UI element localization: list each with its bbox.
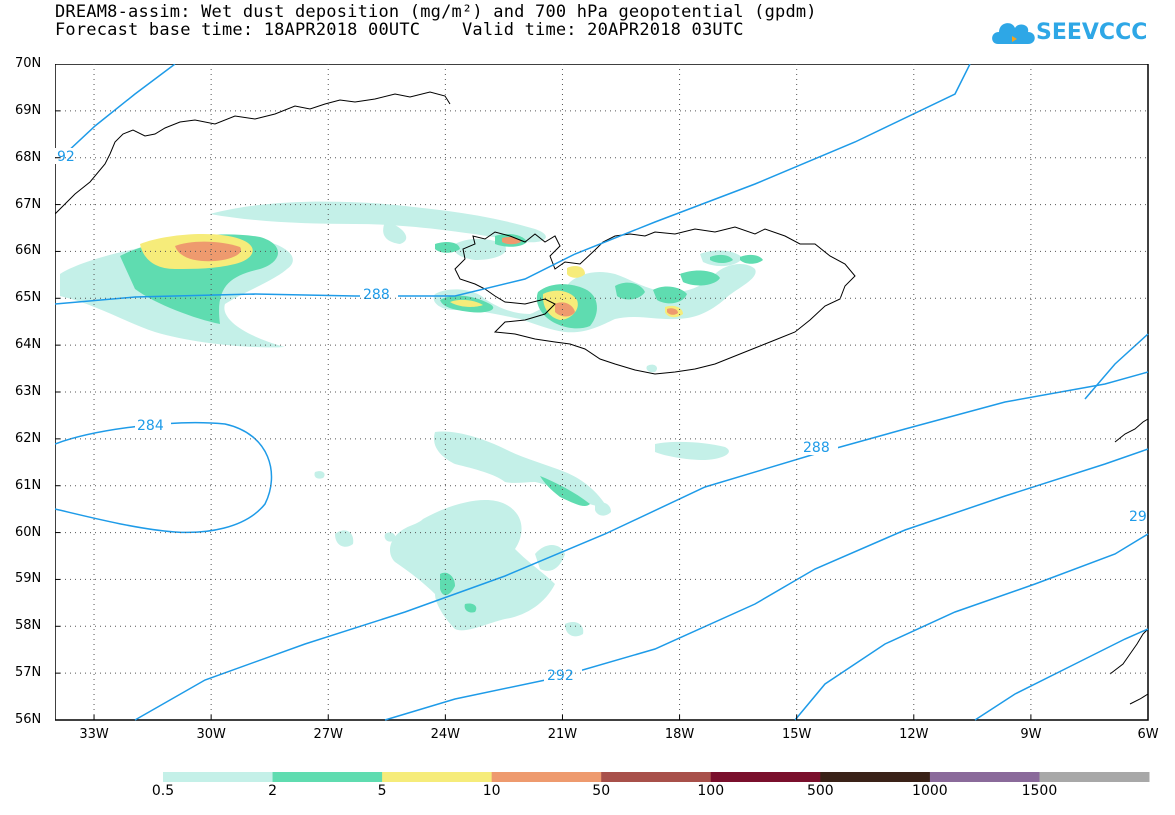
contour-label-284: 284 — [137, 418, 164, 434]
lon-label: 18W — [664, 727, 695, 742]
lat-label: 61N — [15, 477, 42, 493]
map-plot: 92 288 284 288 29 292 — [55, 64, 1149, 721]
colorbar-label: 0.5 — [151, 783, 175, 799]
lon-label: 9W — [1020, 727, 1042, 742]
lat-label: 63N — [15, 384, 42, 399]
contour-label-92: 92 — [57, 149, 75, 165]
colorbar-swatch — [601, 772, 712, 782]
colorbar-label: 2 — [268, 783, 278, 799]
colorbar-swatch — [382, 772, 493, 782]
lon-label: 33W — [79, 727, 109, 742]
lat-label: 62N — [15, 430, 42, 446]
colorbar-label: 50 — [592, 783, 611, 799]
lat-label: 64N — [15, 337, 42, 353]
colorbar-label: 10 — [482, 783, 501, 799]
cloud-icon — [992, 23, 1035, 44]
lon-label: 12W — [899, 727, 929, 742]
lat-label: 68N — [15, 149, 42, 165]
lon-label: 21W — [547, 727, 578, 742]
lat-label: 66N — [15, 243, 42, 259]
contour-label-29: 29 — [1129, 509, 1147, 525]
lat-label: 65N — [15, 290, 42, 306]
seevccc-logo: SEEVCCC — [990, 12, 1147, 56]
colorbar-swatch — [491, 772, 602, 782]
colorbar-label: 5 — [377, 783, 387, 799]
colorbar — [163, 772, 1150, 782]
graticule — [55, 64, 1148, 720]
lon-label: 15W — [781, 727, 812, 742]
dust-deposition-shading — [60, 201, 763, 637]
colorbar-label: 1000 — [912, 783, 948, 799]
colorbar-label: 100 — [697, 783, 725, 799]
colorbar-swatch — [929, 772, 1040, 782]
colorbar-swatch — [820, 772, 931, 782]
colorbar-swatch — [272, 772, 383, 782]
lat-label: 56N — [15, 712, 42, 727]
colorbar-swatch — [1039, 772, 1150, 782]
axis-ticks — [55, 64, 1149, 721]
contour-labels: 92 288 284 288 29 292 — [55, 148, 1147, 684]
map-subtitle: Forecast base time: 18APR2018 00UTC Vali… — [55, 20, 744, 40]
lat-label: 67N — [15, 196, 42, 212]
plot-frame — [55, 64, 1149, 721]
colorbar-label: 500 — [806, 783, 834, 799]
lon-label: 6W — [1137, 727, 1159, 742]
colorbar-swatch — [710, 772, 821, 782]
lat-label: 60N — [15, 524, 42, 540]
colorbar-swatch — [163, 772, 274, 782]
lat-label: 59N — [15, 571, 42, 587]
contour-label-292: 292 — [547, 668, 574, 684]
lat-label: 57N — [15, 665, 42, 681]
lat-label: 58N — [15, 618, 42, 634]
lat-label: 70N — [15, 56, 42, 71]
map-title: DREAM8-assim: Wet dust deposition (mg/m²… — [55, 2, 817, 22]
coastlines — [55, 91, 1149, 705]
contour-label-288-b: 288 — [803, 440, 830, 456]
lon-label: 24W — [430, 727, 461, 742]
lat-label: 69N — [15, 102, 42, 118]
logo-text: SEEVCCC — [1036, 20, 1148, 45]
contour-label-288-a: 288 — [363, 287, 390, 303]
lon-label: 30W — [196, 727, 226, 742]
colorbar-label: 1500 — [1021, 783, 1058, 799]
lon-label: 27W — [313, 727, 343, 742]
